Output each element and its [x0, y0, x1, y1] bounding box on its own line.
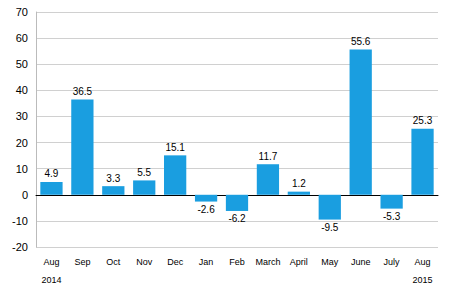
- svg-text:March: March: [255, 257, 280, 267]
- svg-text:June: June: [351, 257, 371, 267]
- svg-text:40: 40: [16, 84, 28, 96]
- svg-text:5.5: 5.5: [137, 167, 151, 178]
- svg-text:-20: -20: [12, 241, 28, 253]
- svg-text:-2.6: -2.6: [197, 204, 215, 215]
- svg-text:2015: 2015: [413, 275, 433, 285]
- svg-text:Nov: Nov: [136, 257, 153, 267]
- svg-text:-6.2: -6.2: [228, 213, 246, 224]
- svg-text:55.6: 55.6: [351, 36, 371, 47]
- svg-text:4.9: 4.9: [45, 168, 59, 179]
- svg-text:11.7: 11.7: [259, 151, 278, 162]
- svg-text:3.3: 3.3: [106, 173, 120, 184]
- svg-text:April: April: [290, 257, 308, 267]
- svg-text:-9.5: -9.5: [321, 222, 339, 233]
- svg-text:Jan: Jan: [199, 257, 214, 267]
- svg-text:May: May: [321, 257, 339, 267]
- svg-text:Sep: Sep: [74, 257, 90, 267]
- svg-text:15.1: 15.1: [165, 142, 185, 153]
- svg-text:Feb: Feb: [229, 257, 245, 267]
- svg-text:-10: -10: [12, 215, 28, 227]
- svg-text:Aug: Aug: [415, 257, 431, 267]
- svg-text:Oct: Oct: [106, 257, 121, 267]
- svg-text:Dec: Dec: [167, 257, 184, 267]
- svg-text:60: 60: [16, 32, 28, 44]
- svg-text:10: 10: [16, 163, 28, 175]
- svg-text:50: 50: [16, 58, 28, 70]
- svg-text:30: 30: [16, 110, 28, 122]
- svg-text:Aug: Aug: [43, 257, 59, 267]
- svg-text:July: July: [384, 257, 401, 267]
- svg-text:1.2: 1.2: [292, 178, 306, 189]
- svg-text:-5.3: -5.3: [383, 211, 401, 222]
- svg-text:0: 0: [22, 189, 28, 201]
- svg-text:70: 70: [16, 6, 28, 18]
- svg-text:36.5: 36.5: [73, 86, 93, 97]
- svg-text:25.3: 25.3: [413, 115, 433, 126]
- svg-text:2014: 2014: [41, 275, 61, 285]
- svg-text:20: 20: [16, 137, 28, 149]
